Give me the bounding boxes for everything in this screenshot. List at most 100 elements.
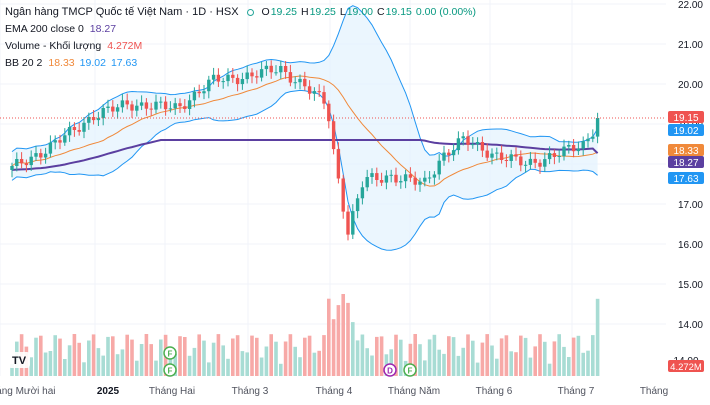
- bb-band-fill: [12, 5, 598, 251]
- bb-upper-line: [11, 5, 599, 157]
- price-tag-bb-basis: 18.33: [668, 144, 704, 157]
- tradingview-logo-icon: TV: [8, 352, 30, 368]
- candle-body: [264, 65, 269, 70]
- volume-bar: [543, 341, 547, 376]
- candle-body: [163, 101, 168, 110]
- candle: [77, 122, 81, 136]
- volume-bar: [58, 338, 62, 376]
- candle-body: [15, 159, 19, 166]
- candle: [58, 134, 62, 150]
- volume-bar: [495, 358, 499, 376]
- candle: [466, 130, 470, 152]
- candle-body: [29, 156, 33, 166]
- price-tag-bg: [668, 156, 704, 168]
- earnings-marker-icon: F: [403, 363, 417, 377]
- price-tag-bg: [668, 172, 704, 184]
- volume-bar: [360, 334, 365, 376]
- candle-body: [159, 101, 163, 103]
- logo-text: TV: [12, 355, 27, 367]
- time-tick-label: Tháng Mười hai: [0, 386, 56, 397]
- candle-body: [351, 211, 355, 235]
- volume-bar: [130, 339, 134, 376]
- candle-body: [63, 135, 67, 143]
- marker-letter: F: [168, 367, 173, 376]
- candle: [509, 149, 513, 168]
- close-value: 19.15: [385, 6, 412, 18]
- volume-bar: [154, 360, 158, 376]
- candle: [475, 137, 480, 152]
- legend-row-ema[interactable]: EMA 200 close 0 18.27: [5, 21, 476, 38]
- candle-body: [399, 181, 403, 183]
- volume-bar: [317, 350, 321, 376]
- candle-body: [298, 78, 302, 83]
- volume-bar: [581, 352, 585, 376]
- volume-bar: [591, 335, 595, 376]
- candle-body: [432, 174, 437, 178]
- candle: [274, 65, 278, 76]
- volume-bar: [413, 334, 417, 376]
- price-tag-bb-lower: 17.63: [668, 172, 704, 185]
- volume-bar: [466, 334, 470, 376]
- volume-bar: [576, 335, 581, 376]
- bb-upper-value: 19.02: [79, 57, 106, 69]
- candle: [111, 100, 115, 117]
- volume-bar: [139, 344, 144, 376]
- legend-row-volume[interactable]: Volume - Khối lượng 4.272M: [5, 38, 476, 55]
- volume-bar: [173, 354, 177, 376]
- legend-row-bb[interactable]: BB 20 2 18.33 19.02 17.63: [5, 55, 476, 72]
- candle-body: [427, 177, 432, 179]
- volume-bar: [82, 362, 86, 376]
- candle: [399, 175, 403, 189]
- volume-bars: [10, 294, 600, 376]
- volume-bar: [303, 337, 307, 376]
- candle-body: [87, 117, 91, 123]
- volume-bar: [96, 348, 101, 376]
- volume-bar: [39, 335, 43, 376]
- candle-body: [274, 72, 278, 74]
- candle: [538, 159, 542, 174]
- volume-bar: [159, 339, 163, 376]
- candle-body: [576, 148, 581, 152]
- market-status-icon: [246, 9, 254, 16]
- candle: [63, 128, 67, 146]
- candle: [101, 104, 105, 126]
- candle-body: [72, 127, 77, 130]
- volume-bar: [418, 344, 422, 376]
- candle-body: [370, 173, 374, 177]
- candle-body: [96, 118, 101, 121]
- volume-bar: [72, 334, 77, 376]
- volume-bar: [355, 340, 360, 376]
- candle: [562, 139, 566, 161]
- price-tag-text: 17.63: [673, 174, 698, 185]
- candle-body: [562, 146, 566, 157]
- candle-body: [144, 102, 149, 109]
- high-label: H: [301, 6, 309, 18]
- symbol-title[interactable]: Ngân hàng TMCP Quốc tế Việt Nam · 1D · H…: [5, 6, 239, 18]
- candle-body: [82, 122, 86, 132]
- volume-bar: [197, 334, 201, 376]
- candle: [514, 147, 518, 161]
- volume-bar: [77, 342, 81, 376]
- candle-body: [360, 187, 365, 199]
- candle-body: [168, 108, 173, 110]
- candle: [192, 87, 197, 108]
- volume-bar: [48, 351, 53, 376]
- candle: [552, 149, 557, 165]
- volume-bar: [379, 336, 384, 376]
- candle-body: [322, 92, 326, 104]
- time-tick-label: Tháng 6: [476, 386, 513, 397]
- candle: [322, 85, 326, 110]
- candle-body: [384, 175, 389, 183]
- open-value: 19.25: [270, 6, 297, 18]
- volume-bar: [509, 351, 513, 376]
- volume-bar: [269, 334, 273, 376]
- volume-bar: [471, 340, 475, 376]
- candle-body: [283, 66, 288, 72]
- candle: [533, 152, 537, 169]
- candle: [365, 169, 369, 192]
- time-tick-label: Tháng Hai: [149, 386, 195, 397]
- candle-body: [447, 152, 451, 156]
- candle: [432, 171, 437, 185]
